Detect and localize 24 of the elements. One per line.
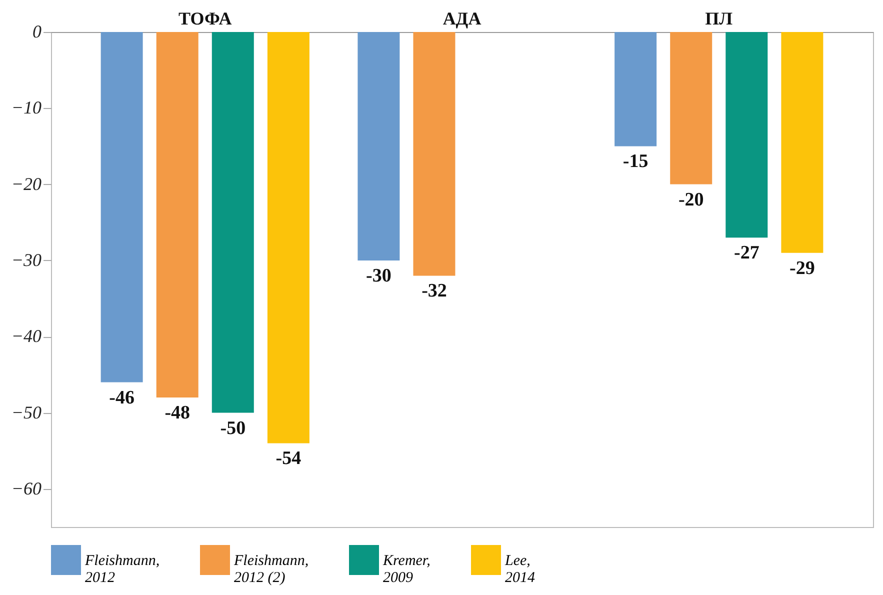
y-tick-label: −10 [11, 98, 42, 118]
legend-label: Fleishmann, 2012 [84, 553, 160, 586]
y-tick-label: −30 [11, 250, 42, 270]
data-label: -30 [366, 265, 392, 286]
legend-label: Kremer, 2009 [382, 553, 430, 586]
y-tick-label: 0 [32, 22, 42, 42]
data-label: -20 [678, 189, 704, 210]
y-tick-label: −50 [11, 402, 42, 422]
legend-label: Lee, 2014 [504, 553, 536, 586]
y-tick-label: −20 [11, 174, 42, 194]
x-tick-label: ПЛ [705, 8, 734, 28]
data-label: -46 [109, 387, 134, 408]
data-label: -29 [790, 258, 815, 279]
x-tick-label: ТОФА [178, 8, 232, 28]
data-label: -54 [276, 448, 302, 470]
data-label: -50 [220, 418, 246, 439]
x-tick-label: АДА [442, 8, 482, 28]
data-label: -32 [422, 280, 447, 302]
data-label: -27 [734, 242, 760, 264]
legend-label: Fleishmann, 2012 (2) [233, 553, 309, 586]
y-tick-label: −60 [11, 478, 42, 498]
data-label: -15 [622, 151, 648, 172]
data-label: -48 [164, 402, 190, 424]
y-tick-label: −40 [11, 326, 42, 346]
